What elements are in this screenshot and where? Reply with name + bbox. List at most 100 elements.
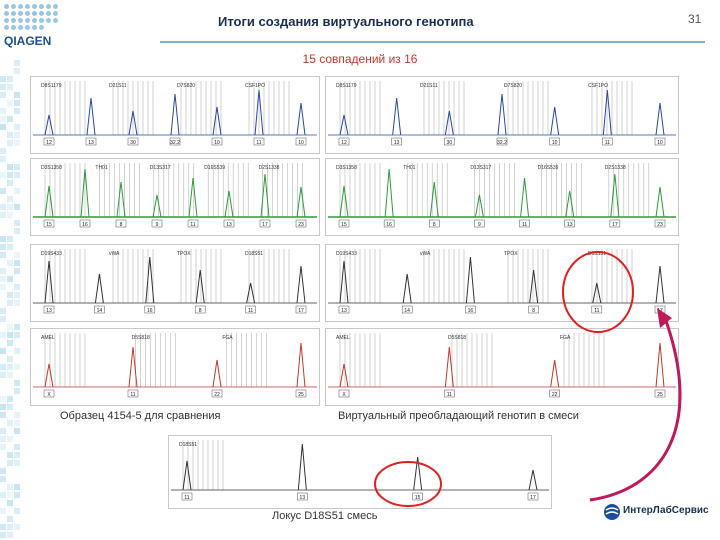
decorative-square xyxy=(14,380,20,386)
allele-peak xyxy=(44,260,54,304)
decorative-square xyxy=(14,348,20,354)
allele-peak xyxy=(550,106,560,136)
locus-label: D18S51 xyxy=(588,251,606,257)
logo-dot xyxy=(46,18,51,23)
allele-peak xyxy=(402,273,412,304)
allele-peak xyxy=(297,443,307,491)
decorative-square xyxy=(14,132,20,138)
allele-peak xyxy=(170,93,180,136)
decorative-square xyxy=(14,364,20,370)
allele-peak xyxy=(655,102,665,136)
allele-peak xyxy=(224,190,234,218)
decorative-square xyxy=(7,492,13,498)
locus-label: TH01 xyxy=(403,165,415,171)
logo-dot xyxy=(25,18,30,23)
decorative-square xyxy=(14,300,20,306)
allele-label: 13 xyxy=(226,222,232,228)
decorative-square xyxy=(14,100,20,106)
decorative-square xyxy=(14,452,20,458)
allele-peak xyxy=(152,194,162,218)
locus-label: D18S51 xyxy=(245,251,263,257)
allele-peak xyxy=(474,194,484,218)
allele-label-box xyxy=(43,389,55,398)
decorative-square xyxy=(14,444,20,450)
allele-label-box xyxy=(94,305,105,314)
left-panel-red: AMEL D5S818 FGA X 11 22 25 xyxy=(30,328,320,406)
logo-dot xyxy=(39,4,44,9)
decorative-square xyxy=(0,156,6,162)
left-trace-green: D3S1358 TH01 D13S317 D16S539 D2S1338 15 16 8 9 11… xyxy=(33,163,317,228)
allele-label: 14 xyxy=(404,308,410,314)
allele-label: 16 xyxy=(468,308,474,314)
logo-dot xyxy=(39,18,44,23)
locus-label: CSF1PO xyxy=(245,83,265,89)
allele-peak xyxy=(44,114,54,136)
decorative-square xyxy=(0,428,6,434)
allele-label-box xyxy=(654,219,666,228)
allele-label-box xyxy=(602,137,613,146)
allele-label-box xyxy=(169,137,181,146)
locus-label: FGA xyxy=(222,335,233,341)
allele-peak xyxy=(565,190,575,218)
allele-peak xyxy=(550,359,560,388)
logo-dot xyxy=(4,4,9,9)
interlab-logo-icon xyxy=(604,504,620,520)
allele-label: 17 xyxy=(298,308,304,314)
allele-label-box xyxy=(338,389,350,398)
allele-label-box xyxy=(127,137,139,146)
allele-label-box xyxy=(465,305,476,314)
allele-peak xyxy=(339,185,349,218)
decorative-square xyxy=(7,532,13,538)
decorative-square xyxy=(0,148,6,154)
qiagen-logo-text: QIAGEN xyxy=(4,34,52,48)
decorative-square xyxy=(14,492,20,498)
allele-label: 13 xyxy=(394,140,400,146)
decorative-square xyxy=(14,204,20,210)
header-divider xyxy=(160,41,705,43)
allele-label: 13 xyxy=(300,495,306,501)
allele-peak xyxy=(44,363,54,388)
allele-label: 10 xyxy=(552,140,558,146)
allele-label: 23 xyxy=(657,222,663,228)
logo-dot xyxy=(4,25,9,30)
allele-label: 16 xyxy=(386,222,392,228)
logo-dot xyxy=(39,11,44,16)
allele-label: 14 xyxy=(97,308,103,314)
allele-peak xyxy=(145,256,155,304)
decorative-square xyxy=(0,316,6,322)
allele-label-box xyxy=(609,219,621,228)
decorative-square xyxy=(14,188,20,194)
allele-label-box xyxy=(295,305,307,314)
allele-label: 15 xyxy=(341,222,347,228)
decorative-square xyxy=(7,196,13,202)
allele-label-box xyxy=(412,492,423,501)
decorative-square xyxy=(7,300,13,306)
allele-label: 8 xyxy=(433,222,436,228)
allele-label-box xyxy=(295,137,307,146)
allele-label-box xyxy=(591,305,603,314)
decorative-square xyxy=(0,92,6,98)
decorative-square xyxy=(0,396,6,402)
allele-peak xyxy=(188,177,198,218)
decorative-square xyxy=(0,524,6,530)
logo-dot xyxy=(25,25,30,30)
logo-dot xyxy=(53,18,58,23)
allele-label-box xyxy=(474,219,485,228)
logo-dot xyxy=(32,11,37,16)
decorative-square xyxy=(0,436,6,442)
decorative-square xyxy=(7,84,13,90)
decorative-square xyxy=(0,212,6,218)
right-panel-red: AMEL D5S818 FGA X 11 22 25 xyxy=(325,328,679,406)
allele-label: X xyxy=(47,392,51,398)
decorative-square xyxy=(7,76,13,82)
allele-label: 8 xyxy=(199,308,202,314)
decorative-square xyxy=(14,68,20,74)
allele-label-box xyxy=(115,219,127,228)
logo-dot xyxy=(32,4,37,9)
allele-label-box xyxy=(297,492,308,501)
slide-subtitle: 15 совпадений из 16 xyxy=(302,52,418,66)
decorative-square xyxy=(0,332,6,338)
allele-label: 10 xyxy=(298,140,304,146)
locus-label: D13S317 xyxy=(150,165,171,171)
header-band: Итоги создания виртуального генотипа xyxy=(160,8,705,44)
